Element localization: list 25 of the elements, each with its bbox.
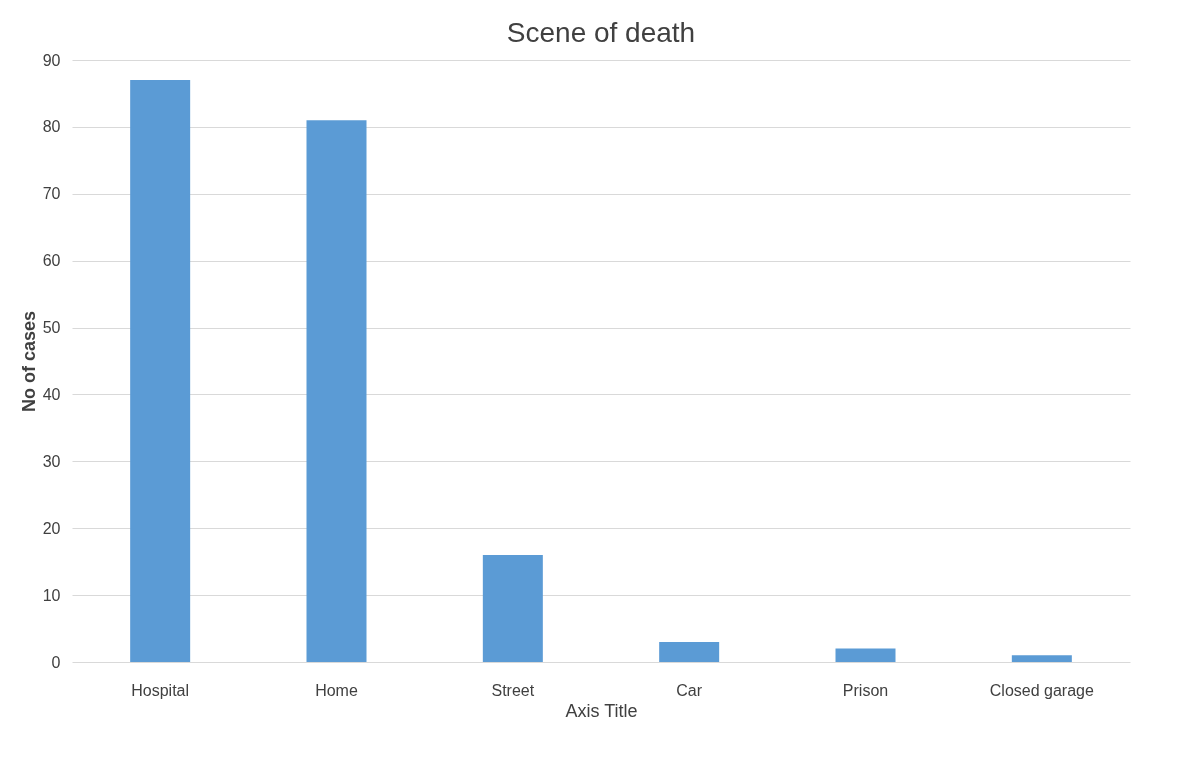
- y-axis-title: No of cases: [18, 310, 39, 413]
- bar: [659, 641, 720, 662]
- bar: [482, 554, 543, 662]
- bar: [1011, 655, 1072, 662]
- x-tick-label: Closed garage: [989, 681, 1094, 699]
- y-tick-label: 30: [42, 452, 61, 470]
- x-tick-label: Prison: [842, 681, 889, 699]
- x-tick-label: Home: [315, 681, 358, 699]
- y-tick-label: 70: [42, 185, 61, 203]
- y-tick-label: 60: [42, 252, 61, 270]
- y-tick-label: 20: [42, 519, 61, 537]
- y-tick-label: 50: [42, 319, 61, 337]
- chart-title: Scene of death: [506, 17, 696, 48]
- x-tick-label: Car: [676, 681, 703, 699]
- x-axis-title: Axis Title: [565, 700, 638, 721]
- y-tick-label: 80: [42, 118, 61, 136]
- y-tick-label: 10: [42, 586, 61, 604]
- bar: [306, 120, 367, 662]
- x-tick-label: Hospital: [131, 681, 190, 699]
- bar: [835, 648, 896, 662]
- bar: [130, 80, 191, 662]
- x-tick-label: Street: [491, 681, 535, 699]
- y-tick-label: 0: [51, 653, 61, 671]
- y-tick-label: 90: [42, 51, 61, 69]
- y-tick-label: 40: [42, 385, 61, 403]
